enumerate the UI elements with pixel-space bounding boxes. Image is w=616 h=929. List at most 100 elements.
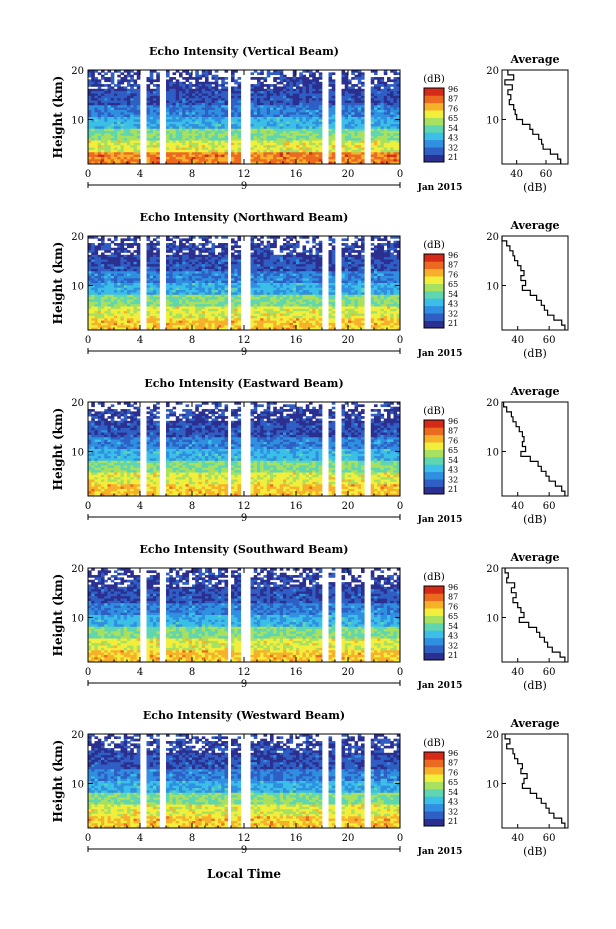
- heatmap-cell: [387, 128, 391, 132]
- heatmap-cell: [214, 102, 219, 106]
- heatmap-cell: [260, 280, 264, 284]
- heatmap-cell: [211, 261, 216, 265]
- heatmap-cell: [149, 297, 154, 300]
- heatmap-cell: [133, 109, 138, 113]
- heatmap-cell: [156, 133, 160, 137]
- heatmap-cell: [383, 121, 388, 125]
- heatmap-cell: [114, 299, 118, 303]
- heatmap-cell: [250, 124, 255, 127]
- heatmap-cell: [198, 93, 203, 97]
- heatmap-cell: [127, 109, 131, 113]
- heatmap-cell: [127, 320, 131, 324]
- heatmap-cell: [218, 117, 222, 120]
- heatmap-cell: [231, 105, 235, 108]
- heatmap-cell: [253, 142, 258, 146]
- heatmap-cell: [354, 105, 359, 108]
- heatmap-cell: [166, 109, 170, 113]
- heatmap-cell: [101, 140, 105, 144]
- heatmap-cell: [97, 152, 102, 155]
- heatmap-cell: [396, 98, 401, 101]
- heatmap-cell: [309, 84, 313, 87]
- heatmap-cell: [117, 261, 121, 265]
- heatmap-cell: [393, 128, 398, 132]
- heatmap-cell: [234, 294, 238, 298]
- heatmap-cell: [94, 81, 99, 85]
- heatmap-cell: [380, 114, 385, 118]
- heatmap-cell: [91, 84, 95, 87]
- heatmap-cell: [214, 142, 219, 146]
- heatmap-cell: [179, 320, 183, 324]
- heatmap-cell: [198, 250, 203, 253]
- heatmap-cell: [331, 161, 336, 165]
- heatmap-cell: [328, 131, 333, 134]
- heatmap-cell: [312, 131, 316, 134]
- heatmap-cell: [146, 145, 151, 148]
- heatmap-cell: [214, 131, 219, 134]
- heatmap-cell: [231, 240, 235, 244]
- heatmap-cell: [224, 318, 229, 321]
- heatmap-cell: [117, 301, 121, 305]
- heatmap-cell: [94, 84, 99, 87]
- heatmap-cell: [374, 124, 378, 127]
- heatmap-cell: [283, 119, 287, 123]
- heatmap-cell: [393, 107, 398, 111]
- heatmap-cell: [104, 161, 108, 165]
- heatmap-cell: [169, 283, 173, 286]
- heatmap-cell: [94, 245, 99, 249]
- heatmap-cell: [166, 149, 170, 153]
- heatmap-cell: [263, 247, 268, 251]
- heatmap-cell: [377, 100, 381, 104]
- heatmap-cell: [172, 261, 177, 265]
- heatmap-cell: [292, 128, 297, 132]
- heatmap-cell: [169, 313, 173, 317]
- heatmap-cell: [231, 138, 235, 141]
- heatmap-cell: [237, 128, 242, 132]
- heatmap-cell: [172, 273, 177, 277]
- heatmap-cell: [198, 318, 203, 321]
- heatmap-cell: [201, 98, 206, 101]
- heatmap-cell: [101, 245, 105, 249]
- heatmap-cell: [328, 126, 333, 130]
- heatmap-cell: [276, 81, 281, 85]
- heatmap-cell: [250, 278, 255, 281]
- heatmap-cell: [120, 283, 125, 286]
- heatmap-cell: [260, 278, 264, 281]
- heatmap-cell: [383, 84, 388, 87]
- heatmap-cell: [188, 252, 193, 256]
- heatmap-cell: [273, 243, 277, 246]
- heatmap-cell: [156, 273, 160, 277]
- heatmap-cell: [380, 138, 385, 141]
- heatmap-cell: [175, 301, 180, 305]
- heatmap-cell: [208, 236, 212, 239]
- heatmap-cell: [175, 283, 180, 286]
- heatmap-cell: [133, 107, 138, 111]
- heatmap-cell: [201, 126, 206, 130]
- heatmap-cell: [221, 278, 225, 281]
- heatmap-cell: [146, 325, 151, 328]
- heatmap-cell: [279, 119, 284, 123]
- heatmap-cell: [237, 161, 242, 165]
- heatmap-cell: [88, 292, 92, 296]
- heatmap-cell: [231, 107, 235, 111]
- heatmap-cell: [120, 247, 125, 251]
- heatmap-cell: [192, 285, 196, 289]
- heatmap-cell: [110, 142, 115, 146]
- heatmap-cell: [195, 299, 199, 303]
- heatmap-cell: [179, 322, 183, 326]
- heatmap-cell: [179, 297, 183, 300]
- heatmap-cell: [201, 100, 206, 104]
- heatmap-cell: [123, 147, 128, 151]
- heatmap-cell: [182, 318, 186, 321]
- profile-x-tick-label: 40: [510, 169, 523, 180]
- heatmap-cell: [354, 161, 359, 165]
- heatmap-cell: [266, 306, 271, 310]
- heatmap-cell: [130, 135, 134, 139]
- heatmap-cell: [279, 105, 284, 108]
- heatmap-cell: [88, 117, 92, 120]
- heatmap-cell: [195, 100, 199, 104]
- heatmap-cell: [153, 152, 157, 155]
- heatmap-cell: [383, 140, 388, 144]
- heatmap-cell: [377, 86, 381, 90]
- heatmap-cell: [257, 88, 261, 92]
- heatmap-cell: [175, 259, 180, 263]
